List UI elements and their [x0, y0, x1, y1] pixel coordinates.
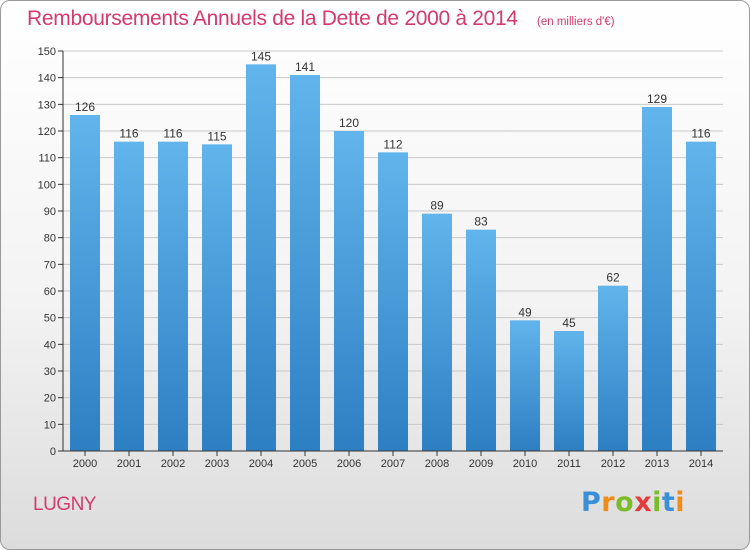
x-tick-label: 2011 — [557, 458, 581, 470]
data-label: 141 — [295, 60, 315, 74]
commune-label: LUGNY — [33, 494, 96, 515]
data-label: 89 — [430, 199, 444, 213]
x-tick-label: 2004 — [249, 458, 273, 470]
logo-letter: t — [661, 487, 676, 518]
y-tick-label: 150 — [38, 46, 56, 58]
data-label: 112 — [383, 137, 402, 151]
data-label: 120 — [339, 116, 359, 130]
y-tick-label: 110 — [38, 153, 56, 165]
y-tick-label: 20 — [44, 393, 56, 405]
data-label: 45 — [562, 316, 576, 330]
chart-title: Remboursements Annuels de la Dette de 20… — [27, 7, 518, 30]
y-tick-label: 60 — [44, 286, 56, 298]
y-tick-label: 0 — [50, 446, 56, 458]
data-label: 126 — [75, 100, 95, 114]
x-tick-label: 2009 — [469, 458, 493, 470]
y-tick-label: 130 — [38, 99, 56, 111]
bar — [202, 144, 232, 452]
y-tick-label: 80 — [44, 233, 56, 245]
chart-subtitle: (en milliers d'€) — [537, 16, 615, 28]
x-tick-label: 2014 — [689, 458, 713, 470]
y-tick-label: 50 — [44, 313, 56, 325]
x-tick-label: 2012 — [601, 458, 625, 470]
data-label: 129 — [647, 92, 667, 106]
x-tick-label: 2010 — [513, 458, 537, 470]
x-tick-label: 2008 — [425, 458, 449, 470]
bar — [422, 213, 452, 451]
y-tick-label: 40 — [44, 339, 56, 351]
data-label: 116 — [163, 127, 182, 141]
bar — [114, 141, 144, 451]
bar — [70, 115, 100, 451]
x-tick-label: 2007 — [381, 458, 405, 470]
y-tick-label: 90 — [44, 206, 56, 218]
y-tick-label: 100 — [38, 179, 56, 191]
x-tick-label: 2013 — [645, 458, 669, 470]
bar — [246, 64, 276, 452]
logo-letter: x — [634, 487, 653, 518]
data-label: 49 — [518, 305, 532, 319]
data-label: 83 — [474, 215, 488, 229]
bar — [510, 320, 540, 451]
logo-letter: r — [601, 487, 616, 518]
bar — [334, 131, 364, 451]
x-tick-label: 2000 — [73, 458, 97, 470]
data-label: 62 — [606, 271, 620, 285]
x-tick-label: 2001 — [117, 458, 141, 470]
y-tick-label: 140 — [38, 73, 56, 85]
bar — [686, 141, 716, 451]
bar — [598, 285, 628, 451]
bar — [466, 229, 496, 451]
data-label: 115 — [207, 129, 226, 143]
data-label: 145 — [251, 49, 271, 63]
logo-letter: i — [652, 487, 662, 518]
bar — [158, 141, 188, 451]
bar — [554, 331, 584, 451]
y-tick-label: 10 — [44, 419, 56, 431]
bar — [378, 152, 408, 452]
logo-letter: o — [615, 487, 635, 518]
y-tick-label: 120 — [38, 126, 56, 138]
proxiti-logo: Proxiti — [581, 487, 685, 518]
data-label: 116 — [691, 127, 710, 141]
bar — [642, 107, 672, 451]
x-tick-label: 2006 — [337, 458, 361, 470]
bar — [290, 75, 320, 451]
y-tick-label: 30 — [44, 366, 56, 378]
logo-letter: P — [581, 487, 602, 518]
logo-letter: i — [675, 487, 686, 518]
data-label: 116 — [119, 127, 138, 141]
x-tick-label: 2003 — [205, 458, 229, 470]
x-tick-label: 2002 — [161, 458, 185, 470]
x-tick-label: 2005 — [293, 458, 317, 470]
y-tick-label: 70 — [44, 259, 56, 271]
